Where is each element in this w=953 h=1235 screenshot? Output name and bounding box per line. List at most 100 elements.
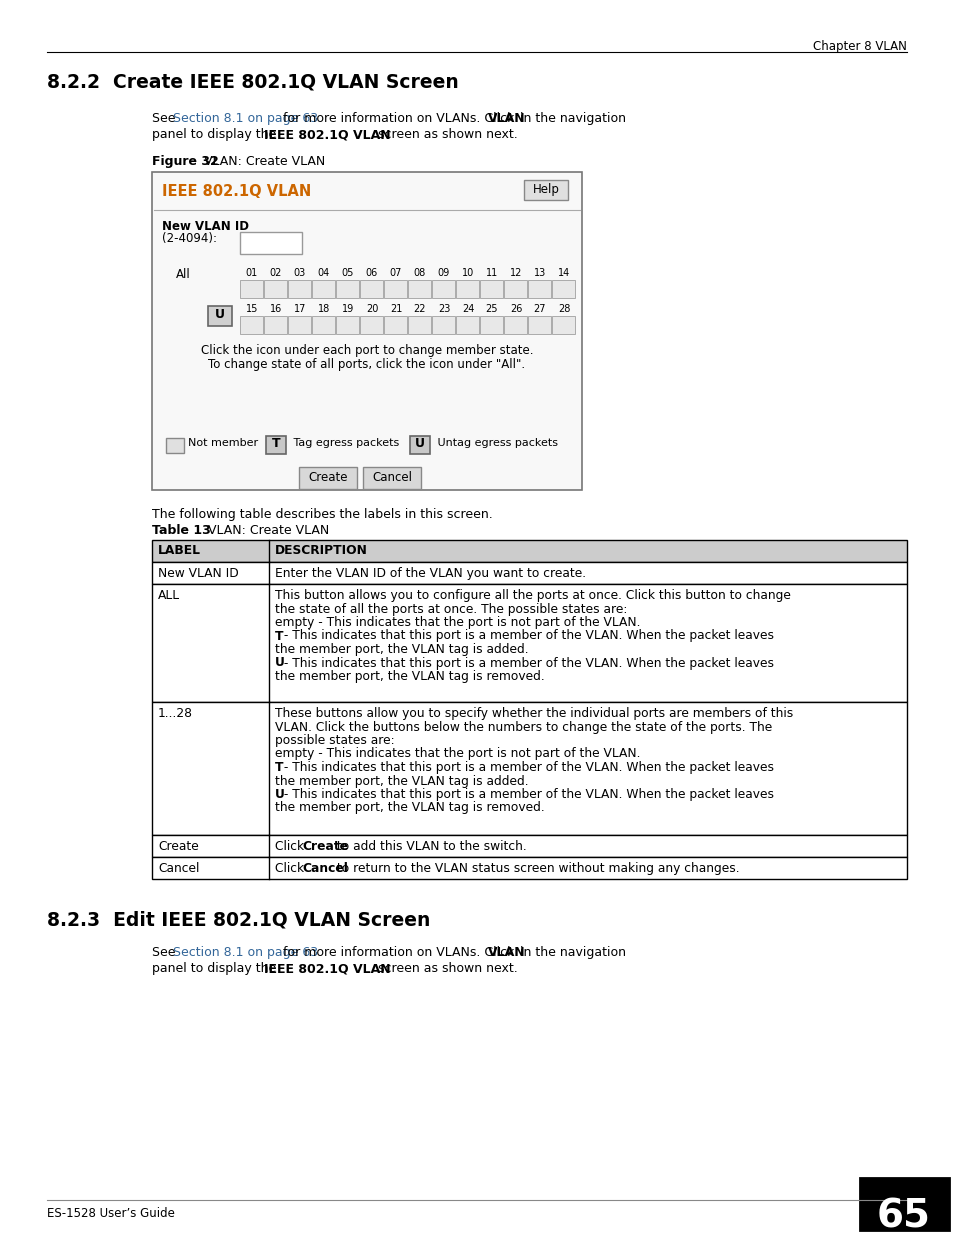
Text: 12: 12	[509, 268, 521, 278]
Text: screen as shown next.: screen as shown next.	[374, 128, 517, 141]
Text: - This indicates that this port is a member of the VLAN. When the packet leaves: - This indicates that this port is a mem…	[280, 761, 773, 774]
Text: Cancel: Cancel	[372, 471, 412, 484]
Text: Chapter 8 VLAN: Chapter 8 VLAN	[812, 40, 906, 53]
Text: in the navigation: in the navigation	[516, 112, 625, 125]
Text: 8.2.3  Edit IEEE 802.1Q VLAN Screen: 8.2.3 Edit IEEE 802.1Q VLAN Screen	[47, 911, 430, 930]
Text: screen as shown next.: screen as shown next.	[374, 962, 517, 974]
Text: Section 8.1 on page 63: Section 8.1 on page 63	[172, 112, 317, 125]
Text: Click the icon under each port to change member state.: Click the icon under each port to change…	[200, 345, 533, 357]
Text: New VLAN ID: New VLAN ID	[162, 220, 249, 233]
Bar	[503, 280, 526, 298]
Text: the member port, the VLAN tag is removed.: the member port, the VLAN tag is removed…	[274, 671, 544, 683]
Bar	[266, 436, 286, 454]
Text: IEEE 802.1Q VLAN: IEEE 802.1Q VLAN	[162, 184, 311, 199]
Text: Help: Help	[532, 183, 558, 196]
Text: U: U	[274, 657, 285, 669]
Text: U: U	[415, 437, 424, 450]
Text: 05: 05	[341, 268, 354, 278]
Text: 16: 16	[270, 304, 282, 314]
Text: U: U	[214, 308, 225, 321]
Text: 04: 04	[317, 268, 330, 278]
Text: for more information on VLANs. Click: for more information on VLANs. Click	[278, 112, 517, 125]
Bar	[240, 316, 263, 333]
Text: LABEL: LABEL	[158, 543, 201, 557]
Bar	[479, 316, 502, 333]
Text: 03: 03	[294, 268, 306, 278]
Bar	[152, 701, 906, 835]
Bar	[208, 306, 232, 326]
Text: VLAN: Create VLAN: VLAN: Create VLAN	[200, 524, 329, 537]
Text: 26: 26	[509, 304, 521, 314]
Bar	[410, 436, 430, 454]
Text: the state of all the ports at once. The possible states are:: the state of all the ports at once. The …	[274, 603, 627, 615]
Text: Not member: Not member	[188, 438, 258, 448]
Text: VLAN: Create VLAN: VLAN: Create VLAN	[204, 156, 325, 168]
Text: - This indicates that this port is a member of the VLAN. When the packet leaves: - This indicates that this port is a mem…	[280, 657, 773, 669]
Bar	[359, 316, 382, 333]
Text: 14: 14	[558, 268, 570, 278]
Text: the member port, the VLAN tag is added.: the member port, the VLAN tag is added.	[274, 643, 528, 656]
Text: These buttons allow you to specify whether the individual ports are members of t: These buttons allow you to specify wheth…	[274, 706, 792, 720]
Bar	[152, 584, 906, 701]
Text: 22: 22	[414, 304, 426, 314]
Text: See: See	[152, 112, 179, 125]
Text: 27: 27	[533, 304, 546, 314]
Text: empty - This indicates that the port is not part of the VLAN.: empty - This indicates that the port is …	[274, 747, 639, 761]
Bar	[384, 280, 407, 298]
Text: 8.2.2  Create IEEE 802.1Q VLAN Screen: 8.2.2 Create IEEE 802.1Q VLAN Screen	[47, 72, 458, 91]
Text: (2-4094):: (2-4094):	[162, 232, 216, 245]
Text: 20: 20	[365, 304, 377, 314]
Text: panel to display the: panel to display the	[152, 962, 280, 974]
Bar	[312, 280, 335, 298]
Text: Section 8.1 on page 63: Section 8.1 on page 63	[172, 946, 317, 960]
Text: DESCRIPTION: DESCRIPTION	[274, 543, 368, 557]
Bar	[335, 280, 358, 298]
Text: 1...28: 1...28	[158, 706, 193, 720]
Text: All: All	[175, 268, 191, 282]
Text: VLAN: VLAN	[488, 946, 525, 960]
Text: Cancel: Cancel	[158, 862, 199, 876]
Text: This button allows you to configure all the ports at once. Click this button to : This button allows you to configure all …	[274, 589, 790, 601]
Text: 25: 25	[485, 304, 497, 314]
Text: Create: Create	[158, 840, 198, 853]
Text: 02: 02	[270, 268, 282, 278]
Text: VLAN: VLAN	[488, 112, 525, 125]
Text: T: T	[274, 630, 283, 642]
Bar	[152, 562, 906, 584]
Text: New VLAN ID: New VLAN ID	[158, 567, 238, 580]
Bar	[152, 835, 906, 857]
Bar	[408, 316, 431, 333]
Text: to return to the VLAN status screen without making any changes.: to return to the VLAN status screen with…	[333, 862, 739, 876]
Bar	[363, 467, 420, 489]
Text: Untag egress packets: Untag egress packets	[434, 438, 558, 448]
Text: U: U	[274, 788, 285, 802]
Bar	[264, 280, 287, 298]
Text: Create: Create	[302, 840, 348, 853]
Text: T: T	[274, 761, 283, 774]
Text: 10: 10	[461, 268, 474, 278]
Text: To change state of all ports, click the icon under "All".: To change state of all ports, click the …	[208, 358, 525, 370]
Text: 17: 17	[294, 304, 306, 314]
Bar	[456, 316, 478, 333]
Text: See: See	[152, 946, 179, 960]
Text: in the navigation: in the navigation	[516, 946, 625, 960]
Bar	[456, 280, 478, 298]
Text: T: T	[272, 437, 280, 450]
Bar	[552, 316, 575, 333]
Text: Tag egress packets: Tag egress packets	[290, 438, 399, 448]
Text: 06: 06	[366, 268, 377, 278]
Text: Click: Click	[274, 840, 308, 853]
Text: empty - This indicates that the port is not part of the VLAN.: empty - This indicates that the port is …	[274, 616, 639, 629]
Text: 09: 09	[437, 268, 450, 278]
Text: - This indicates that this port is a member of the VLAN. When the packet leaves: - This indicates that this port is a mem…	[280, 788, 773, 802]
Text: VLAN. Click the buttons below the numbers to change the state of the ports. The: VLAN. Click the buttons below the number…	[274, 720, 771, 734]
Text: ALL: ALL	[158, 589, 180, 601]
Text: 07: 07	[390, 268, 402, 278]
Bar	[527, 280, 551, 298]
Text: for more information on VLANs. Click: for more information on VLANs. Click	[278, 946, 517, 960]
Text: the member port, the VLAN tag is removed.: the member port, the VLAN tag is removed…	[274, 802, 544, 815]
Text: to add this VLAN to the switch.: to add this VLAN to the switch.	[333, 840, 526, 853]
Bar	[335, 316, 358, 333]
Bar	[359, 280, 382, 298]
Text: the member port, the VLAN tag is added.: the member port, the VLAN tag is added.	[274, 774, 528, 788]
